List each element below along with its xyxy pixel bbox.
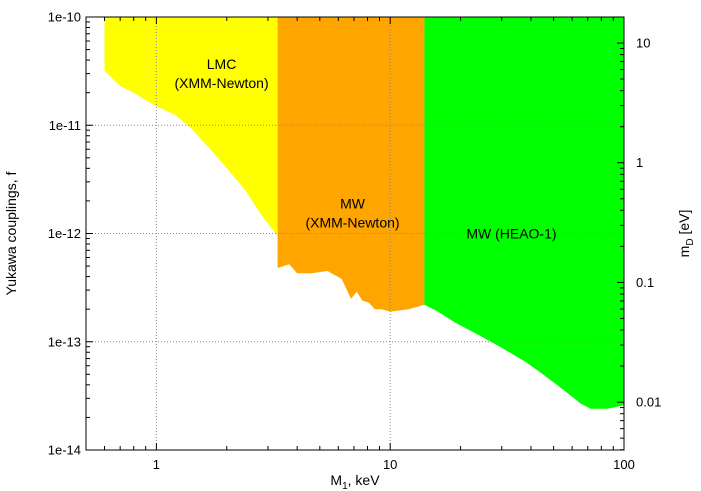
region-labels: LMC (XMM-Newton) MW (XMM-Newton) MW (HEAO-1) xyxy=(174,56,556,241)
region-2-label: MW xyxy=(340,195,366,211)
region-1-label: (XMM-Newton) xyxy=(174,75,268,91)
y2-tick-label: 10 xyxy=(636,36,650,51)
y2-tick-label: 0.01 xyxy=(636,395,661,410)
y2-tick-label: 0.1 xyxy=(636,275,654,290)
x-tick-label: 10 xyxy=(383,457,397,472)
exclusion-regions xyxy=(104,17,624,409)
region-3-label: MW (HEAO-1) xyxy=(466,226,556,242)
region-3-area xyxy=(424,17,624,409)
x-tick-label: 100 xyxy=(613,457,635,472)
y2-tick-label: 1 xyxy=(636,155,643,170)
y-tick-label: 1e-10 xyxy=(48,10,81,25)
x-tick-label: 1 xyxy=(153,457,160,472)
region-1-label: LMC xyxy=(207,56,237,72)
x-axis-title: M1, keV xyxy=(330,472,380,491)
y-tick-label: 1e-12 xyxy=(48,226,81,241)
y2-axis-title: mD [eV] xyxy=(676,210,696,258)
grid xyxy=(86,17,624,450)
region-2-label: (XMM-Newton) xyxy=(305,214,399,230)
y-axis-title: Yukawa couplings, f xyxy=(3,172,19,296)
region-1-area xyxy=(104,17,278,236)
region-2-area xyxy=(277,17,425,312)
y-tick-label: 1e-14 xyxy=(48,443,81,458)
y-tick-label: 1e-13 xyxy=(48,334,81,349)
y-tick-label: 1e-11 xyxy=(49,118,81,133)
ticks: 1 10 100 1e-14 1e-13 1e-12 1e-11 1e-10 0.01 0.1 1 1… xyxy=(48,10,662,473)
